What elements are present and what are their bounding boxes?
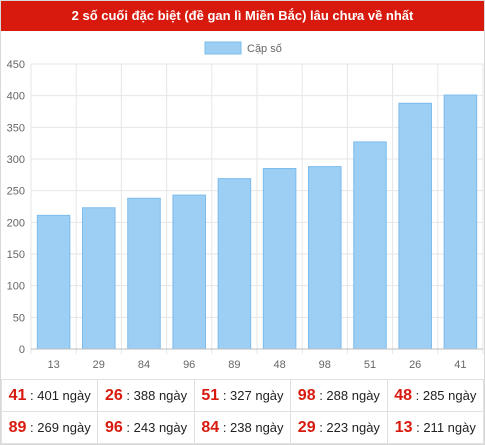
stat-number: 48 [394,386,413,404]
stat-number: 13 [394,418,413,436]
bar[interactable] [398,102,432,350]
stats-table: 41 : 401 ngày 26 : 388 ngày 51 : 327 ngày 9… [0,379,485,444]
stat-days: : 388 ngày [122,387,188,403]
stat-days: : 401 ngày [26,387,91,403]
x-tick-label: 84 [138,359,150,371]
stats-cell: 84 : 238 ngày [193,411,292,444]
x-tick-label: 48 [273,359,285,371]
y-tick-label: 350 [7,122,25,134]
bar-chart: 0 50 100 150 200 250 300 350 400 450 13 29 84 96 89 48 9… [7,41,484,371]
bar[interactable] [172,194,206,350]
stats-cell: 89 : 269 ngày [0,411,99,444]
y-tick-label: 150 [7,249,25,261]
y-tick-label: 450 [7,59,25,71]
grid-layer [30,63,484,354]
bar[interactable] [127,197,161,350]
stats-row: 89 : 269 ngày 96 : 243 ngày 84 : 238 ngày 2… [0,411,485,444]
x-tick-label: 26 [409,359,421,371]
stat-number: 29 [297,418,316,436]
axis-layer: 0 50 100 150 200 250 300 350 400 450 13 29 84 96 89 48 9… [7,59,483,371]
y-tick-label: 100 [7,281,25,293]
y-tick-label: 50 [13,312,25,324]
chart-title: 2 số cuối đặc biệt (đề gan lì Miền Bắc) … [1,1,484,31]
stat-number: 84 [201,418,220,436]
stat-number: 98 [297,386,316,404]
stats-cell: 98 : 288 ngày [290,379,388,412]
bar[interactable] [36,214,71,350]
stat-days: : 243 ngày [122,419,188,435]
stats-cell: 51 : 327 ngày [193,379,292,412]
bar[interactable] [217,178,252,350]
stat-number: 26 [105,386,123,404]
y-tick-label: 250 [7,186,25,198]
stat-days: : 223 ngày [315,419,380,435]
stats-cell: 26 : 388 ngày [97,379,195,412]
x-tick-label: 96 [183,359,195,371]
stat-days: : 269 ngày [26,419,91,435]
x-tick-label: 13 [47,359,59,371]
stat-number: 96 [105,418,123,436]
y-tick-label: 0 [19,344,25,356]
bar[interactable] [308,166,342,350]
stat-number: 89 [8,418,27,436]
x-tick-label: 98 [319,359,331,371]
x-tick-label: 29 [93,359,105,371]
stats-cell: 29 : 223 ngày [290,411,388,444]
stat-days: : 327 ngày [219,387,284,403]
stats-cell: 13 : 211 ngày [386,411,485,444]
stats-row: 41 : 401 ngày 26 : 388 ngày 51 : 327 ngày 9… [0,379,485,412]
bar[interactable] [443,94,478,350]
bar[interactable] [353,141,387,350]
stat-days: : 238 ngày [219,419,284,435]
x-tick-label: 51 [364,359,376,371]
y-tick-label: 400 [7,91,25,103]
legend[interactable]: Cặp số [204,41,282,55]
bar-layer [36,94,478,350]
bar[interactable] [262,168,297,350]
legend-swatch [204,41,242,55]
bar[interactable] [82,207,116,350]
stats-cell: 96 : 243 ngày [97,411,195,444]
stat-days: : 285 ngày [412,387,477,403]
stat-days: : 288 ngày [315,387,380,403]
y-tick-label: 300 [7,154,25,166]
stats-cell: 41 : 401 ngày [0,379,99,412]
x-tick-label: 41 [454,359,466,371]
stats-cell: 48 : 285 ngày [386,379,485,412]
stat-number: 41 [8,386,27,404]
stat-days: : 211 ngày [412,419,476,435]
x-tick-label: 89 [228,359,240,371]
y-tick-label: 200 [7,217,25,229]
legend-label: Cặp số [247,43,282,55]
stat-number: 51 [201,386,220,404]
